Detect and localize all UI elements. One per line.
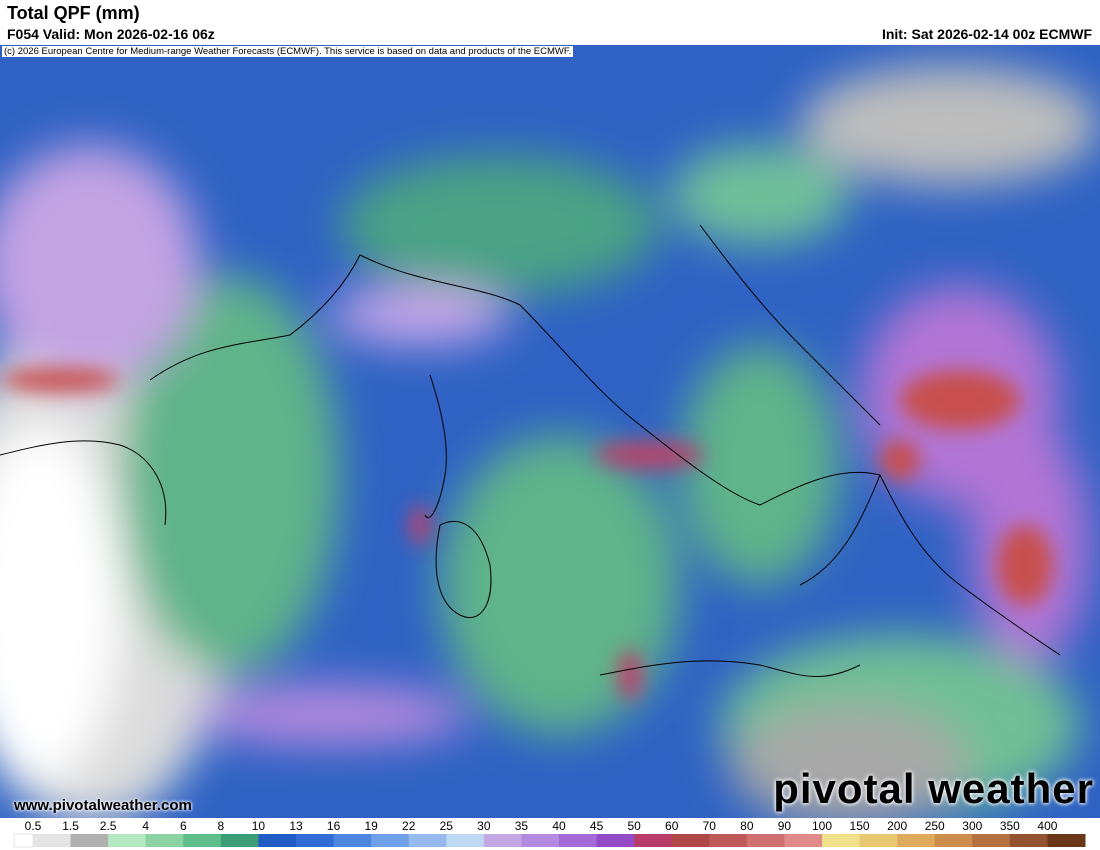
colorbar-label: 30 <box>477 819 491 833</box>
colorbar-swatch <box>671 834 710 847</box>
copyright: (c) 2026 European Centre for Medium-rang… <box>2 46 574 57</box>
coastline <box>879 474 1061 656</box>
colorbar-label: 100 <box>812 819 832 833</box>
colorbar-label: 25 <box>440 819 454 833</box>
colorbar-swatch <box>1047 834 1086 847</box>
colorbar-label: 19 <box>364 819 378 833</box>
coastlines <box>0 224 1061 677</box>
website: www.pivotalweather.com <box>14 797 192 814</box>
colorbar-label: 90 <box>778 819 792 833</box>
light-precip <box>340 155 660 295</box>
colorbar-swatch <box>934 834 973 847</box>
colorbar-swatch <box>183 834 222 847</box>
colorbar-label: 300 <box>962 819 982 833</box>
colorbar-swatch <box>859 834 898 847</box>
heavy-precip <box>0 145 200 385</box>
colorbar-swatch <box>784 834 823 847</box>
light-precip <box>670 145 850 245</box>
colorbar-swatch <box>1009 834 1048 847</box>
colorbar-swatch <box>483 834 522 847</box>
colorbar-label: 1.5 <box>62 819 79 833</box>
light-precip <box>120 275 340 675</box>
colorbar-swatch <box>333 834 372 847</box>
light-precip <box>680 345 840 585</box>
colorbar-label: 80 <box>740 819 754 833</box>
coastline <box>699 224 881 426</box>
colorbar-swatch <box>70 834 109 847</box>
logo: pivotal weather <box>773 765 1094 812</box>
colorbar: 0.5 1.5 2.5 4 6 8 10 13 16 19 22 25 30 35 40 45 50 60 70 80… <box>13 819 1086 848</box>
colorbar-label: 350 <box>1000 819 1020 833</box>
map <box>0 45 1100 818</box>
colorbar-swatch <box>822 834 861 847</box>
intense-core <box>880 440 920 480</box>
intense-core <box>0 368 120 392</box>
coastline <box>0 440 167 526</box>
colorbar-label: 200 <box>887 819 907 833</box>
colorbar-swatch <box>972 834 1011 847</box>
colorbar-label: 10 <box>252 819 266 833</box>
valid-time: F054 Valid: Mon 2026-02-16 06z <box>7 26 215 42</box>
colorbar-swatch <box>709 834 748 847</box>
colorbar-label: 60 <box>665 819 679 833</box>
init-time: Init: Sat 2026-02-14 00z ECMWF <box>881 26 1092 42</box>
dry-area <box>800 65 1100 185</box>
colorbar-swatch <box>897 834 936 847</box>
colorbar-label: 0.5 <box>25 819 42 833</box>
colorbar-swatch <box>108 834 147 847</box>
precip-field <box>0 65 1100 818</box>
colorbar-label: 8 <box>218 819 225 833</box>
colorbar-swatch <box>596 834 635 847</box>
colorbar-swatch <box>446 834 485 847</box>
colorbar-label: 2.5 <box>100 819 117 833</box>
intense-core <box>618 650 642 700</box>
colorbar-label: 400 <box>1037 819 1057 833</box>
coastline <box>149 254 881 586</box>
dry-area <box>0 425 120 785</box>
dry-area <box>730 705 970 818</box>
intense-core <box>410 505 430 545</box>
colorbar-swatch <box>13 833 34 848</box>
colorbar-label: 13 <box>289 819 303 833</box>
colorbar-swatch <box>371 834 410 847</box>
colorbar-swatch <box>521 834 560 847</box>
title: Total QPF (mm) <box>7 3 140 23</box>
colorbar-swatch <box>408 834 447 847</box>
light-precip <box>440 435 680 735</box>
colorbar-swatch <box>559 834 598 847</box>
colorbar-label: 50 <box>627 819 641 833</box>
heavy-precip <box>330 285 510 345</box>
colorbar-label: 35 <box>515 819 529 833</box>
intense-core <box>997 525 1053 605</box>
colorbar-label: 6 <box>180 819 187 833</box>
colorbar-swatch <box>145 834 184 847</box>
colorbar-swatch <box>33 834 72 847</box>
colorbar-label: 4 <box>142 819 149 833</box>
heavy-precip <box>190 685 470 745</box>
colorbar-swatch <box>746 834 785 847</box>
coastline <box>435 520 492 618</box>
colorbar-label: 16 <box>327 819 341 833</box>
colorbar-label: 70 <box>703 819 717 833</box>
intense-precip <box>0 368 1053 700</box>
colorbar-label: 40 <box>552 819 566 833</box>
coastline <box>599 660 861 677</box>
colorbar-swatch <box>634 834 673 847</box>
intense-core <box>595 441 705 469</box>
coastline <box>424 374 447 518</box>
colorbar-label: 250 <box>925 819 945 833</box>
colorbar-label: 22 <box>402 819 416 833</box>
colorbar-swatch <box>220 834 259 847</box>
colorbar-label: 150 <box>850 819 870 833</box>
colorbar-swatch <box>258 834 297 847</box>
intense-core <box>900 370 1020 430</box>
colorbar-label: 45 <box>590 819 604 833</box>
colorbar-swatch <box>296 834 335 847</box>
